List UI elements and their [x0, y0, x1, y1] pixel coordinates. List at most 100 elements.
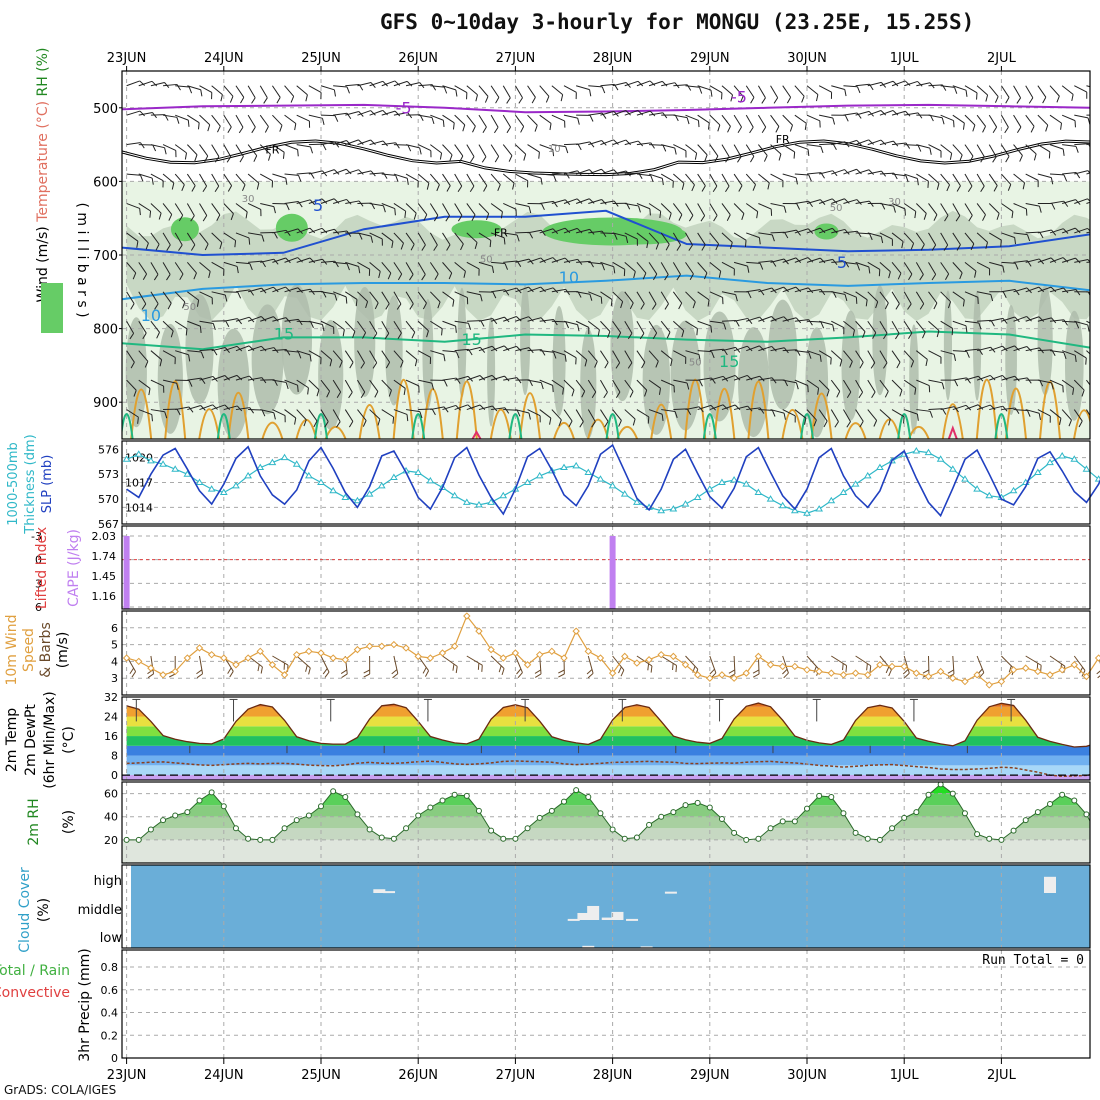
wind-barb-flag — [360, 391, 366, 399]
wind-barb-flag — [1062, 257, 1069, 263]
wind-barb-staff — [138, 80, 153, 87]
wind-barb-flag — [539, 415, 541, 423]
wind-barb-staff — [903, 350, 914, 362]
wind-barb-staff — [612, 261, 625, 270]
wind-barb-flag — [1087, 170, 1090, 177]
wind-barb-flag — [129, 333, 135, 340]
wind-barb — [660, 262, 669, 281]
wind-barb — [988, 85, 999, 103]
wind-barb-staff — [685, 406, 700, 411]
wind-barb — [746, 232, 761, 245]
wind-barb — [1094, 351, 1100, 368]
wind-barb-staff — [478, 173, 488, 186]
right-tick-label: 1017 — [125, 477, 153, 490]
wind-barb-flag — [349, 362, 354, 369]
wind-barb-staff — [150, 262, 159, 275]
wind-barb-flag — [236, 405, 243, 412]
thickness-point — [1009, 486, 1018, 494]
wind-barb-staff — [709, 404, 724, 411]
wind-barb — [879, 109, 899, 116]
wind-barb — [831, 114, 849, 122]
wind-barb — [466, 232, 478, 250]
wind-barb-staff — [1037, 144, 1051, 153]
wind-barb-flag — [929, 148, 932, 155]
wind-barb-staff — [345, 261, 359, 268]
wind-barb-staff — [417, 320, 429, 332]
temperature-contour-low — [122, 413, 134, 439]
wind-barb-flag — [385, 303, 390, 310]
wind-barb-staff — [879, 232, 893, 240]
wind-barb — [879, 409, 891, 426]
wind-barb — [502, 173, 515, 190]
wind-barb-flag — [431, 382, 435, 390]
wind-barb-staff — [891, 203, 906, 210]
date-label-top: 27JUN — [496, 51, 536, 66]
wind-barb-flag — [694, 153, 698, 160]
rh-point — [646, 821, 653, 828]
wind-barb — [952, 350, 970, 358]
wind-barb-flag — [968, 215, 973, 222]
wind-barb-flag — [225, 320, 230, 327]
wind-barb — [175, 114, 190, 127]
wind-barb — [527, 85, 536, 104]
wind-barb-flag — [686, 117, 690, 125]
thickness-point — [353, 496, 362, 504]
wind-barb-flag — [954, 87, 958, 94]
wind-barb — [442, 320, 457, 333]
wind-barb-flag — [868, 169, 874, 175]
wind-barb-flag — [424, 670, 430, 677]
wind-barb-flag — [309, 257, 316, 264]
wind-barb-staff — [915, 203, 927, 214]
wind-barb-flag — [449, 154, 453, 162]
wind-barb — [332, 291, 348, 304]
wind-barb-flag — [601, 263, 606, 271]
wind-speed-point — [329, 654, 337, 662]
wind-barb-flag — [922, 669, 930, 674]
wind-barb-staff — [320, 291, 335, 295]
wind-barb-staff — [405, 379, 420, 387]
wind-barb — [685, 232, 693, 251]
wind-barb-flag — [528, 232, 534, 239]
wind-barb — [308, 379, 320, 397]
wind-barb — [879, 291, 889, 310]
wind-barb-flag — [406, 178, 409, 185]
wind-barb-flag — [381, 238, 383, 246]
wind-barb — [186, 262, 197, 280]
wind-barb — [733, 345, 753, 352]
wind-barb-flag — [1026, 316, 1032, 322]
wind-barb-staff — [381, 110, 396, 116]
wind-barb-staff — [248, 232, 263, 236]
wind-barb — [673, 350, 687, 364]
wind-barb-flag — [1008, 665, 1012, 673]
wind-barb-flag — [362, 332, 367, 339]
wind-barb-flag — [712, 185, 718, 193]
wind-barb — [1061, 114, 1076, 128]
wind-barb-staff — [843, 261, 858, 265]
wind-barb — [332, 379, 342, 398]
wind-barb — [1025, 202, 1042, 213]
wind-barb-flag — [1027, 410, 1031, 417]
wind-barb-flag — [941, 382, 945, 390]
temperature-band — [126, 716, 1090, 727]
wind-barb-staff — [855, 232, 870, 235]
wind-barb — [174, 173, 185, 192]
wind-barb — [345, 232, 363, 240]
wind-barb — [369, 109, 388, 116]
wind-barb — [867, 232, 884, 244]
wind-barb — [235, 375, 255, 382]
thickness-point — [876, 463, 884, 471]
wind-barb-staff — [819, 114, 833, 119]
wind-barb-staff — [976, 232, 988, 243]
wind-barb — [454, 144, 464, 163]
rh-shading-green — [596, 224, 687, 245]
wind-barb-staff — [260, 202, 275, 208]
wind-barb-staff — [296, 199, 311, 204]
wind-barb-flag — [248, 345, 255, 351]
wind-barb — [989, 291, 1007, 299]
wind-barb-staff — [976, 346, 991, 352]
thickness-point — [535, 471, 544, 479]
wind-barb-staff — [1086, 141, 1090, 146]
wind-barb-staff — [843, 139, 857, 146]
wind-barb-flag — [346, 230, 352, 237]
wind-barb — [442, 655, 458, 674]
